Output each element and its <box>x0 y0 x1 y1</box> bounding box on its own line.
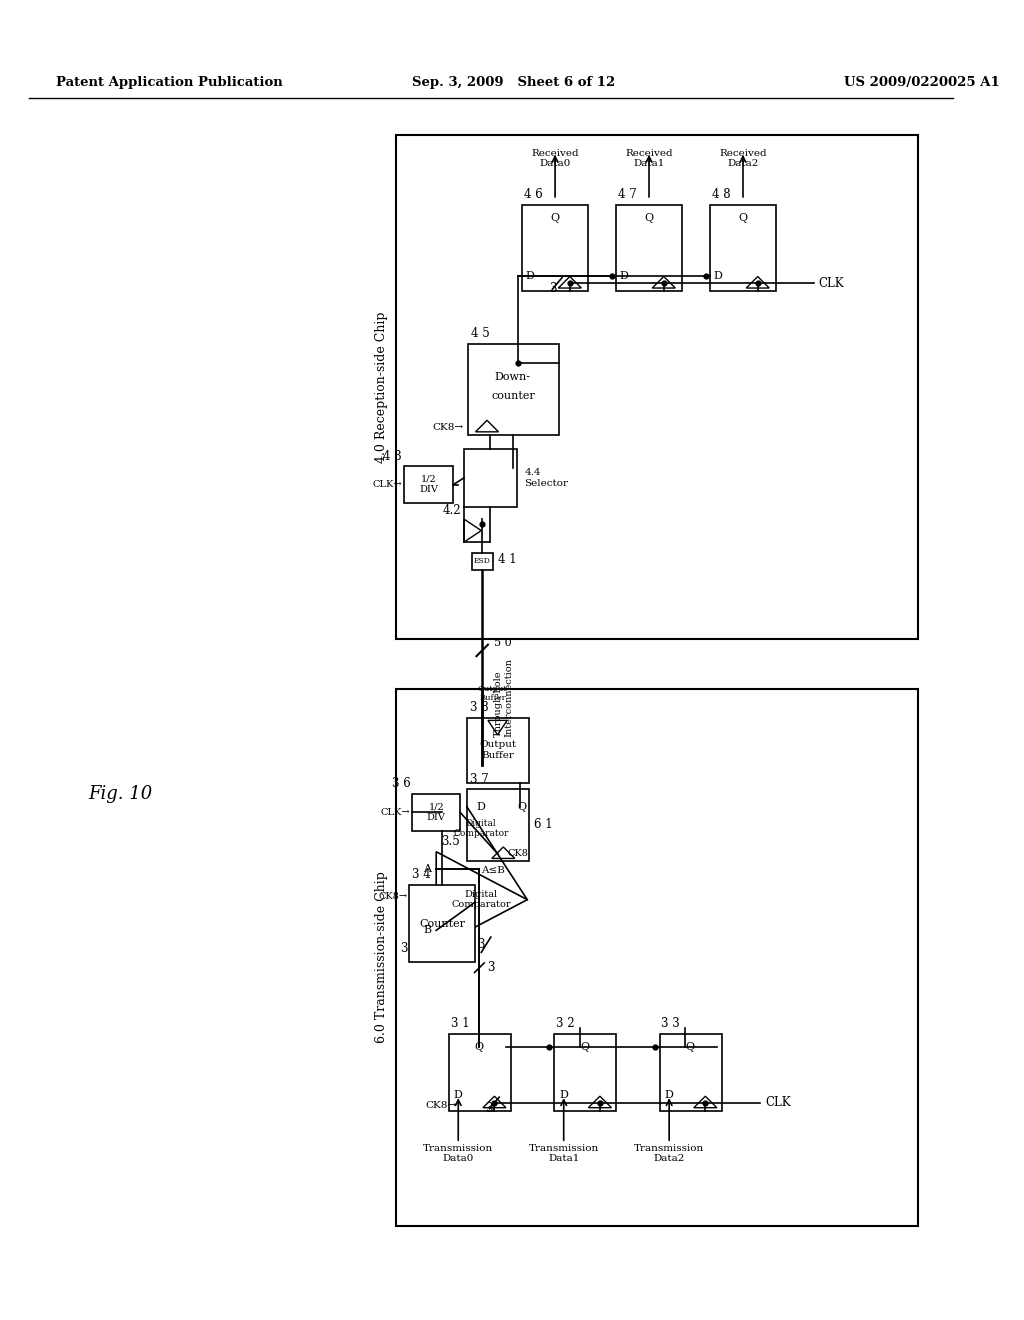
Text: CK8: CK8 <box>507 849 528 858</box>
Text: Output
Buffer: Output Buffer <box>479 741 516 760</box>
Polygon shape <box>475 420 499 432</box>
Text: 4 5: 4 5 <box>471 327 489 339</box>
Text: CK8→: CK8→ <box>379 892 408 902</box>
Bar <box>464 449 517 507</box>
Text: 4 7: 4 7 <box>618 187 637 201</box>
Text: 1/2
DIV: 1/2 DIV <box>419 475 438 494</box>
Text: D: D <box>559 1090 568 1101</box>
Text: CLK→: CLK→ <box>381 808 411 817</box>
Text: counter: counter <box>492 391 535 401</box>
Bar <box>472 553 493 570</box>
Text: D: D <box>665 1090 674 1101</box>
Text: Received
Data0: Received Data0 <box>531 149 579 169</box>
Text: Fig. 10: Fig. 10 <box>88 785 153 803</box>
Text: Q: Q <box>475 1043 484 1052</box>
Text: Transmission
Data2: Transmission Data2 <box>634 1144 705 1163</box>
Bar <box>467 718 529 783</box>
Text: CLK→: CLK→ <box>372 480 401 490</box>
Text: 3: 3 <box>487 961 495 974</box>
Bar <box>413 795 460 830</box>
Text: 3.5: 3.5 <box>441 836 460 847</box>
Text: Received
Data2: Received Data2 <box>719 149 767 169</box>
Text: Output
Buffer: Output Buffer <box>478 685 508 702</box>
Bar <box>449 1034 511 1110</box>
Text: 3 3: 3 3 <box>662 1016 680 1030</box>
Text: Q: Q <box>551 213 560 223</box>
Text: Q: Q <box>644 213 653 223</box>
Text: A≤B: A≤B <box>481 866 505 875</box>
Text: Transmission
Data1: Transmission Data1 <box>528 1144 599 1163</box>
Text: D: D <box>714 271 723 281</box>
Bar <box>616 205 682 290</box>
Text: CK8→: CK8→ <box>432 422 463 432</box>
Bar <box>711 205 775 290</box>
Polygon shape <box>652 276 675 288</box>
Polygon shape <box>558 276 582 288</box>
Polygon shape <box>746 276 769 288</box>
Text: 3: 3 <box>484 1102 493 1115</box>
Polygon shape <box>492 847 515 858</box>
Text: Counter: Counter <box>419 919 465 929</box>
Text: 4.2: 4.2 <box>442 504 461 517</box>
Polygon shape <box>464 519 481 543</box>
Text: 4 1: 4 1 <box>498 553 516 566</box>
Bar <box>468 343 559 434</box>
Bar <box>522 205 588 290</box>
Text: Sep. 3, 2009   Sheet 6 of 12: Sep. 3, 2009 Sheet 6 of 12 <box>413 77 615 90</box>
Text: 3 2: 3 2 <box>556 1016 574 1030</box>
Text: 1/2
DIV: 1/2 DIV <box>427 803 445 822</box>
Text: Q: Q <box>738 213 748 223</box>
Text: Through-hole
Interconnection: Through-hole Interconnection <box>494 659 513 737</box>
Bar <box>554 1034 616 1110</box>
Polygon shape <box>488 721 507 735</box>
Text: 4 6: 4 6 <box>524 187 543 201</box>
Polygon shape <box>483 1096 506 1107</box>
Text: Transmission
Data0: Transmission Data0 <box>423 1144 494 1163</box>
Polygon shape <box>694 1096 717 1107</box>
Bar <box>396 135 919 639</box>
Text: 3: 3 <box>477 939 485 952</box>
Text: Received
Data1: Received Data1 <box>626 149 673 169</box>
Text: Patent Application Publication: Patent Application Publication <box>55 77 283 90</box>
Text: 3: 3 <box>400 942 408 956</box>
Polygon shape <box>436 851 527 948</box>
Text: Q: Q <box>518 801 526 812</box>
Text: A: A <box>423 865 431 874</box>
Text: CK8→: CK8→ <box>425 1101 456 1110</box>
Text: 3 1: 3 1 <box>451 1016 469 1030</box>
Text: Q: Q <box>581 1043 590 1052</box>
Text: Down-: Down- <box>495 372 530 383</box>
Text: 3 7: 3 7 <box>470 772 488 785</box>
Text: US 2009/0220025 A1: US 2009/0220025 A1 <box>844 77 999 90</box>
Text: 4 3: 4 3 <box>383 450 401 462</box>
Text: 3 6: 3 6 <box>391 777 411 791</box>
Text: 4.0 Reception-side Chip: 4.0 Reception-side Chip <box>375 312 388 462</box>
Text: 3 8: 3 8 <box>470 701 488 714</box>
Text: CLK: CLK <box>819 277 845 289</box>
Text: Digital
Comparator: Digital Comparator <box>452 890 511 909</box>
Polygon shape <box>589 1096 611 1107</box>
Text: 6 1: 6 1 <box>534 818 553 832</box>
Text: Q: Q <box>686 1043 695 1052</box>
Text: 4 8: 4 8 <box>713 187 731 201</box>
Text: 5 0: 5 0 <box>494 638 511 648</box>
Bar <box>410 886 474 962</box>
Text: ESD: ESD <box>474 557 490 565</box>
Bar <box>403 466 454 503</box>
Text: 4.4
Selector: 4.4 Selector <box>524 469 568 487</box>
Text: CLK: CLK <box>765 1097 791 1109</box>
Text: D: D <box>476 801 485 812</box>
Text: 6.0 Transmission-side Chip: 6.0 Transmission-side Chip <box>375 871 388 1043</box>
Text: B: B <box>423 925 431 936</box>
Text: D: D <box>525 271 535 281</box>
Text: Digital
Comparator: Digital Comparator <box>454 818 509 838</box>
Text: 3: 3 <box>549 282 556 296</box>
Text: D: D <box>454 1090 463 1101</box>
Bar <box>396 689 919 1226</box>
Text: 3 4: 3 4 <box>413 869 431 882</box>
Bar <box>467 789 529 862</box>
Bar <box>659 1034 722 1110</box>
Text: D: D <box>620 271 629 281</box>
